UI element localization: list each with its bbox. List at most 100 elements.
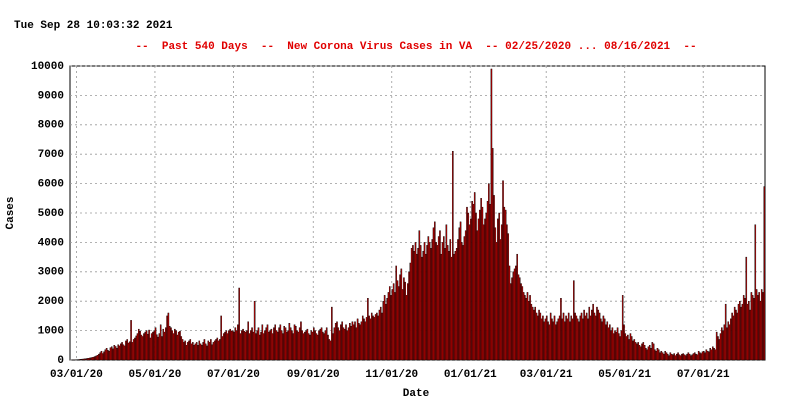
x-tick-label: 05/01/21: [598, 369, 651, 381]
bar: [737, 303, 740, 361]
bar: [207, 340, 210, 361]
bar: [561, 318, 564, 361]
bar: [80, 359, 82, 361]
bar: [705, 349, 708, 361]
bar: [301, 330, 304, 361]
y-tick-label: 5000: [38, 208, 64, 220]
y-tick-label: 9000: [38, 90, 64, 102]
bar: [718, 339, 721, 361]
bar: [678, 354, 681, 361]
bar: [410, 248, 413, 361]
bar: [685, 355, 687, 361]
bar: [130, 320, 132, 361]
bar: [333, 327, 336, 361]
bar: [694, 352, 696, 361]
bar: [311, 331, 314, 361]
bar: [399, 274, 401, 361]
bar: [712, 346, 714, 361]
bar: [287, 330, 289, 361]
bar: [404, 281, 406, 361]
bar: [251, 327, 253, 361]
bar: [203, 339, 206, 361]
bar: [436, 245, 439, 361]
bar: [278, 327, 280, 361]
bar: [648, 345, 651, 361]
bar: [656, 348, 659, 361]
bar: [454, 251, 457, 361]
bar: [387, 292, 390, 361]
bar: [435, 242, 437, 361]
bar: [395, 265, 397, 361]
bar: [352, 324, 355, 361]
bar: [547, 321, 549, 361]
bar: [576, 318, 579, 361]
bar: [244, 331, 247, 361]
bar: [350, 325, 352, 361]
bar: [453, 253, 455, 361]
bar: [172, 333, 175, 361]
bar: [116, 348, 118, 361]
bar: [624, 333, 627, 361]
bar: [147, 333, 149, 361]
bar: [177, 331, 180, 361]
bar: [138, 328, 140, 361]
bar: [666, 353, 669, 361]
bar: [246, 330, 248, 361]
bar: [744, 298, 746, 361]
bar: [103, 351, 105, 361]
bar: [717, 336, 719, 361]
bar: [497, 218, 499, 361]
bar: [391, 289, 394, 361]
bar: [754, 224, 757, 361]
bar: [643, 345, 646, 361]
bar: [85, 358, 87, 361]
bar: [400, 268, 403, 361]
bar: [703, 350, 705, 361]
bar: [507, 233, 509, 361]
bar: [670, 353, 673, 361]
bar: [553, 315, 556, 361]
bar: [378, 309, 381, 361]
y-tick-label: 3000: [38, 267, 64, 279]
y-tick-label: 7000: [38, 149, 64, 161]
bar: [511, 277, 513, 361]
bar: [288, 323, 291, 361]
bar: [82, 358, 85, 361]
bar: [117, 344, 119, 361]
bar: [681, 353, 683, 361]
x-tick-label: 03/01/20: [50, 369, 103, 381]
bar: [150, 333, 153, 361]
bar: [731, 312, 733, 361]
bar: [490, 68, 493, 361]
bar: [475, 212, 477, 361]
bar: [724, 303, 727, 361]
bar: [409, 262, 412, 361]
bar: [566, 318, 569, 361]
bar: [154, 327, 157, 361]
bar: [571, 318, 574, 361]
bar: [105, 348, 108, 361]
bar: [307, 333, 310, 361]
bar: [361, 315, 364, 361]
bar: [688, 353, 691, 361]
bar: [579, 315, 582, 361]
bar: [489, 203, 491, 361]
bar: [592, 303, 594, 361]
bar: [171, 330, 174, 361]
bar: [197, 345, 199, 361]
bar: [457, 239, 459, 361]
bar: [392, 283, 395, 361]
bar: [206, 345, 208, 361]
bar: [504, 209, 507, 361]
bar: [383, 295, 386, 361]
bar: [86, 358, 89, 361]
bar: [749, 309, 751, 361]
bar: [516, 253, 518, 361]
bar: [531, 306, 534, 361]
bar: [110, 346, 113, 361]
bar: [555, 324, 557, 361]
bar: [479, 209, 481, 361]
x-tick-label: 11/01/20: [365, 369, 418, 381]
bar: [220, 315, 222, 361]
bar: [408, 271, 410, 361]
